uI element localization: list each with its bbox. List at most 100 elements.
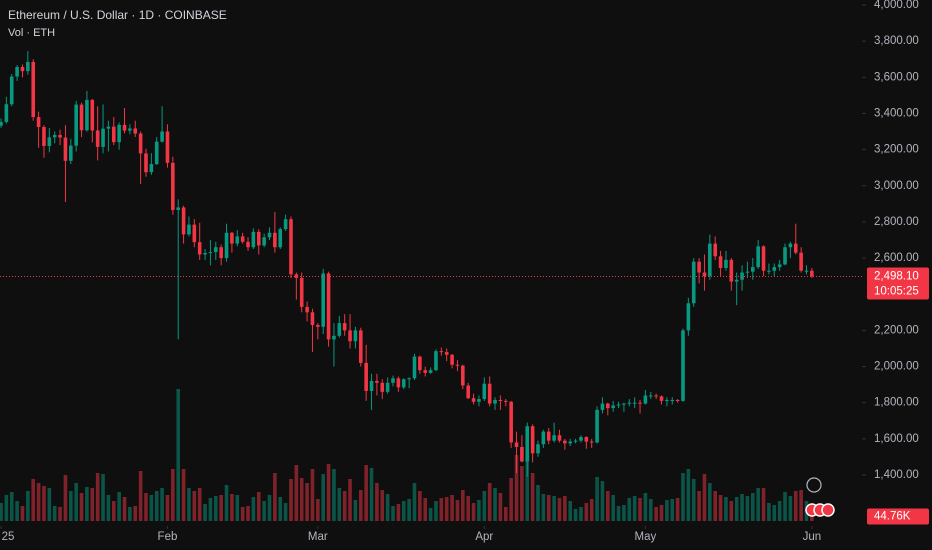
candle-body <box>101 128 105 147</box>
volume-bar <box>471 503 476 521</box>
candle-body <box>256 231 261 246</box>
candle-body <box>541 431 546 445</box>
volume-bar <box>412 483 417 521</box>
volume-bar <box>638 498 642 521</box>
candle-body <box>224 232 229 259</box>
x-tick-label: Jun <box>803 531 822 543</box>
y-tick-label: 2,600.00 <box>874 252 919 264</box>
volume-bar <box>208 498 213 521</box>
y-tick-label: 1,400.00 <box>874 469 919 481</box>
candle-body <box>332 335 336 340</box>
candle-body <box>69 145 73 161</box>
volume-bar <box>171 469 175 521</box>
candle-body <box>369 381 374 391</box>
y-tick-label: 3,800.00 <box>874 35 919 47</box>
candle-body <box>697 261 701 273</box>
candle-body <box>321 273 325 327</box>
volume-bar <box>181 469 186 521</box>
candle-body <box>418 356 422 371</box>
candle-body <box>138 133 143 154</box>
candle-body <box>493 399 497 404</box>
x-tick-label: Mar <box>308 531 328 543</box>
candle-body <box>536 444 540 454</box>
candle-body <box>187 224 191 235</box>
candle-body <box>751 267 755 272</box>
volume-bar <box>4 495 9 521</box>
x-tick-label: Apr <box>475 531 493 543</box>
volume-bar <box>342 491 347 521</box>
volume-bar <box>718 495 723 521</box>
candle-body <box>632 402 637 404</box>
volume-bar <box>665 500 669 521</box>
y-tick-label: 3,600.00 <box>874 71 919 83</box>
price-layer <box>0 51 862 477</box>
candle-body <box>740 272 744 280</box>
candle-body <box>401 379 406 388</box>
volume-bar <box>573 509 578 521</box>
candle-body <box>611 405 615 409</box>
candle-body <box>450 354 454 365</box>
volume-bar <box>745 496 750 521</box>
volume-bar <box>713 491 718 521</box>
volume-bar <box>740 494 744 521</box>
volume-bar <box>767 503 771 521</box>
candle-body <box>342 323 347 331</box>
y-tick-label: 2,200.00 <box>874 324 919 336</box>
volume-box <box>867 508 929 525</box>
volume-bar <box>122 497 127 521</box>
volume-bar <box>283 503 288 521</box>
volume-bar <box>541 494 546 521</box>
candle-body <box>251 231 256 248</box>
candle-body <box>606 403 610 409</box>
volume-bar <box>149 495 154 521</box>
volume-bar <box>530 473 535 521</box>
candle-body <box>160 131 164 142</box>
candle-body <box>686 303 691 331</box>
volume-bar <box>187 488 191 521</box>
volume-bar <box>729 501 734 521</box>
volume-bar <box>611 495 615 521</box>
volume-bar <box>734 497 739 521</box>
candle-body <box>358 330 363 363</box>
volume-bar <box>418 491 422 521</box>
volume-bar <box>192 491 197 521</box>
candle-body <box>348 330 352 342</box>
candle-body <box>804 270 809 272</box>
volume-bar <box>708 483 712 521</box>
event-icon[interactable] <box>821 503 835 517</box>
volume-bar <box>369 468 374 521</box>
alert-icon[interactable] <box>806 477 822 493</box>
volume-bar <box>444 497 449 521</box>
candle-body <box>471 398 476 402</box>
volume-bar <box>761 488 766 521</box>
alert-icons[interactable] <box>805 477 835 517</box>
volume-bar <box>622 505 626 521</box>
volume-bar <box>681 473 685 521</box>
candle-body <box>810 270 814 277</box>
volume-bar <box>606 491 610 521</box>
candle-body <box>589 441 594 443</box>
candle-body <box>283 219 288 230</box>
volume-bar <box>267 495 272 521</box>
volume-bar <box>0 503 3 521</box>
last-price-box <box>867 267 929 300</box>
candle-body <box>627 402 632 404</box>
volume-bar <box>686 469 691 521</box>
volume-bar <box>482 491 487 521</box>
volume-bar <box>579 507 583 521</box>
volume-bar <box>675 498 680 521</box>
volume-bar <box>783 492 787 521</box>
candle-body <box>375 381 379 383</box>
x-tick-label: Feb <box>158 531 178 543</box>
volume-bar <box>391 506 395 521</box>
candle-body <box>729 259 734 282</box>
y-tick-label: 1,800.00 <box>874 397 919 409</box>
volume-bar <box>702 474 707 521</box>
candle-body <box>42 127 46 146</box>
candle-body <box>600 403 605 410</box>
volume-bar <box>514 455 519 521</box>
candle-body <box>444 352 449 355</box>
candle-body <box>36 117 41 128</box>
